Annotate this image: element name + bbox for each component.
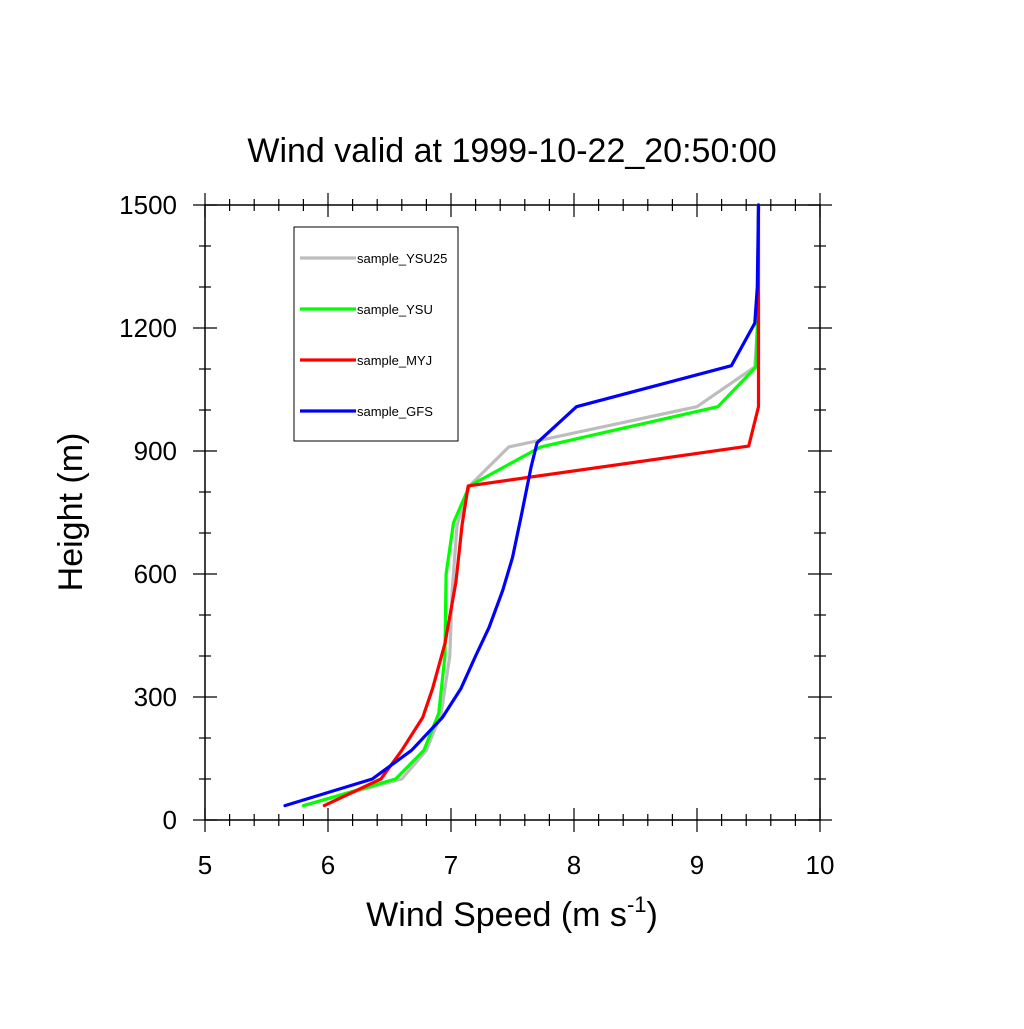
legend-box <box>293 226 459 442</box>
x-axis-label-main: Wind Speed (m s <box>366 896 627 934</box>
legend: sample_YSU25 sample_YSU sample_MYJ sample_G… <box>293 226 459 442</box>
x-tick-label: 9 <box>690 850 704 880</box>
y-axis-label: Height (m) <box>52 433 90 592</box>
x-tick-label: 10 <box>806 850 835 880</box>
series-lines <box>283 203 761 808</box>
x-tick-labels: 5 6 7 8 9 10 <box>198 850 835 880</box>
x-axis-label: Wind Speed (m s-1) <box>366 892 658 934</box>
y-tick-label: 0 <box>163 805 177 835</box>
x-axis-label-close: ) <box>647 896 658 934</box>
plot-frame <box>204 204 821 821</box>
legend-label: sample_GFS <box>357 404 433 419</box>
legend-label: sample_MYJ <box>357 353 432 368</box>
y-tick-labels: 0 300 600 900 1200 1500 <box>119 190 177 835</box>
series-line-sample_GFS <box>283 203 761 808</box>
x-tick-label: 6 <box>321 850 335 880</box>
x-tick-label: 7 <box>444 850 458 880</box>
y-tick-label: 600 <box>134 559 177 589</box>
y-tick-label: 1500 <box>119 190 177 220</box>
legend-label: sample_YSU25 <box>357 251 447 266</box>
series-line-sample_MYJ <box>322 203 761 808</box>
x-axis-label-superscript: -1 <box>627 892 647 917</box>
series-line-sample_YSU <box>301 203 761 808</box>
legend-label: sample_YSU <box>357 302 433 317</box>
y-tick-label: 1200 <box>119 313 177 343</box>
x-tick-label: 8 <box>567 850 581 880</box>
axis-ticks <box>193 193 832 832</box>
chart-title: Wind valid at 1999-10-22_20:50:00 <box>247 132 776 170</box>
plot-area <box>204 204 821 821</box>
y-tick-label: 900 <box>134 436 177 466</box>
y-tick-label: 300 <box>134 682 177 712</box>
x-tick-label: 5 <box>198 850 212 880</box>
